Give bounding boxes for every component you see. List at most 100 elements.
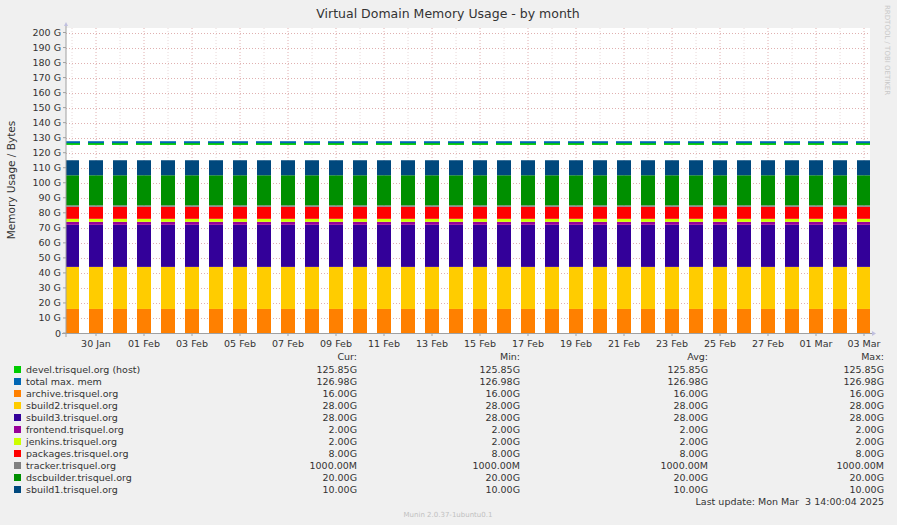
bar-segment xyxy=(137,309,151,333)
legend-swatch xyxy=(14,390,21,397)
bar-segment xyxy=(713,160,727,175)
line-segment xyxy=(376,143,392,145)
x-tick xyxy=(144,333,145,336)
bar-segment xyxy=(257,222,271,225)
bar-segment xyxy=(641,309,655,333)
line-segment xyxy=(568,141,584,143)
bar-segment xyxy=(761,225,775,267)
bar-segment xyxy=(425,205,439,206)
legend-stat: 2.00G xyxy=(679,436,708,447)
line-segment xyxy=(208,143,224,145)
bar-segment xyxy=(353,222,367,225)
bar-segment xyxy=(113,205,127,206)
line-segment xyxy=(712,141,728,143)
line-segment xyxy=(640,141,656,143)
y-tick xyxy=(63,317,66,318)
line-segment xyxy=(544,143,560,145)
bar-segment xyxy=(809,207,823,219)
bar-segment xyxy=(257,267,271,309)
line-segment xyxy=(832,143,848,145)
bar-segment xyxy=(497,207,511,219)
legend-stat: 2.00G xyxy=(491,424,520,435)
bar-segment xyxy=(89,207,103,219)
axis-arrow xyxy=(872,331,876,336)
legend-stat: 16.00G xyxy=(849,388,884,399)
legend-header: Cur: xyxy=(337,351,357,362)
bar-segment xyxy=(689,222,703,225)
x-tick xyxy=(384,333,385,336)
line-segment xyxy=(616,141,632,143)
bar-segment xyxy=(617,222,631,225)
y-tick-label: 50 G xyxy=(39,252,61,263)
bar-segment xyxy=(737,222,751,225)
bar-segment xyxy=(185,219,199,222)
bar-segment xyxy=(761,219,775,222)
bar-segment xyxy=(449,205,463,206)
line-segment xyxy=(856,143,870,145)
y-tick xyxy=(63,47,66,48)
legend-stat: 16.00G xyxy=(485,388,520,399)
bar-segment xyxy=(425,160,439,175)
line-segment xyxy=(520,143,536,145)
bar-segment xyxy=(401,207,415,219)
bar-segment xyxy=(809,205,823,206)
y-axis-label: Memory Usage / Bytes xyxy=(5,121,17,239)
line-segment xyxy=(688,141,704,143)
bar-segment xyxy=(113,175,127,205)
x-tick xyxy=(240,333,241,336)
bar-segment xyxy=(89,309,103,333)
bar-segment xyxy=(689,309,703,333)
y-tick-label: 30 G xyxy=(39,282,61,293)
y-tick xyxy=(63,242,66,243)
line-segment xyxy=(376,141,392,143)
bar-segment xyxy=(377,309,391,333)
bar-segment xyxy=(425,207,439,219)
line-segment xyxy=(808,141,824,143)
bar-segment xyxy=(569,267,583,309)
y-tick-label: 90 G xyxy=(39,192,61,203)
bar-segment xyxy=(137,267,151,309)
bar-segment xyxy=(521,219,535,222)
y-tick xyxy=(63,197,66,198)
legend-swatch xyxy=(14,438,21,445)
bar-segment xyxy=(665,267,679,309)
bar-segment xyxy=(161,160,175,175)
bar-segment xyxy=(449,309,463,333)
x-tick-label: 05 Feb xyxy=(224,338,256,349)
bar-segment xyxy=(761,175,775,205)
line-segment xyxy=(352,141,368,143)
legend-label: devel.trisquel.org (host) xyxy=(26,364,140,375)
y-tick xyxy=(63,107,66,108)
background xyxy=(0,0,897,525)
bar-segment xyxy=(617,309,631,333)
line-segment xyxy=(232,143,248,145)
bar-segment xyxy=(665,309,679,333)
bar-segment xyxy=(161,267,175,309)
bar-segment xyxy=(353,207,367,219)
legend-swatch xyxy=(14,462,21,469)
bar-segment xyxy=(113,222,127,225)
bar-segment xyxy=(593,309,607,333)
bar-segment xyxy=(545,175,559,205)
bar-segment xyxy=(305,207,319,219)
bar-segment xyxy=(425,309,439,333)
line-segment xyxy=(328,141,344,143)
bar-segment xyxy=(713,267,727,309)
line-segment xyxy=(760,141,776,143)
legend-stat: 28.00G xyxy=(849,412,884,423)
bar-segment xyxy=(593,267,607,309)
line-segment xyxy=(544,141,560,143)
bar-segment xyxy=(713,222,727,225)
y-tick-label: 60 G xyxy=(39,237,61,248)
legend-label: frontend.trisquel.org xyxy=(26,424,124,435)
bar-segment xyxy=(66,219,79,222)
bar-segment xyxy=(305,309,319,333)
line-segment xyxy=(424,141,440,143)
bar-segment xyxy=(137,160,151,175)
line-segment xyxy=(448,143,464,145)
bar-segment xyxy=(281,205,295,206)
bar-segment xyxy=(569,222,583,225)
bar-segment xyxy=(617,219,631,222)
y-tick-label: 130 G xyxy=(32,132,61,143)
line-segment xyxy=(112,141,128,143)
